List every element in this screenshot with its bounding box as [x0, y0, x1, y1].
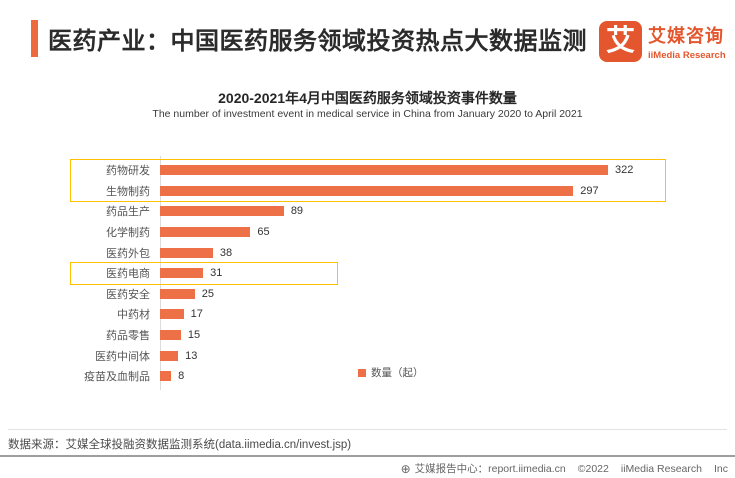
chart-row: 药品零售 15: [10, 325, 725, 346]
chart-row: 医药中间体 13: [10, 345, 725, 366]
credit-copyright: ©2022: [577, 462, 609, 475]
chart-rows: 药物研发 322 生物制药 297 药品生产 89 化学制药 65 医药外包 38 医药电商 31 医药…: [10, 160, 725, 387]
category-label: 生物制药: [106, 185, 150, 198]
bar: [160, 309, 184, 320]
chart-row: 药品生产 89: [10, 201, 725, 222]
chart-subtitle: The number of investment event in medica…: [152, 108, 583, 120]
value-label: 297: [580, 184, 599, 197]
chart-row: 医药安全 25: [10, 284, 725, 305]
category-label: 化学制药: [106, 227, 150, 240]
globe-icon: ⊕: [400, 461, 411, 476]
value-label: 89: [290, 205, 304, 218]
footer-divider-light: [8, 429, 727, 430]
category-label: 医药外包: [106, 247, 150, 260]
footer-divider-dark: [0, 455, 735, 457]
iimedia-logo-icon: 艾: [599, 21, 642, 62]
logo-name-en: iiMedia Research: [648, 50, 726, 61]
value-label: 38: [219, 246, 233, 259]
value-label: 322: [615, 164, 634, 177]
bar: [160, 227, 251, 238]
value-label: 65: [257, 226, 270, 239]
category-label: 疫苗及血制品: [84, 371, 150, 384]
value-label: 31: [210, 267, 223, 280]
chart-row: 中药材 17: [10, 304, 725, 325]
category-label: 药品零售: [106, 330, 150, 343]
legend-swatch: [358, 368, 366, 377]
chart-row: 药物研发 322: [10, 160, 725, 181]
logo-text: 艾媒咨询 iiMedia Research: [648, 22, 726, 61]
data-source-text: 数据来源：艾媒全球投融资数据监测系统(data.iimedia.cn/inves…: [8, 439, 352, 451]
chart-row: 医药电商 31: [10, 263, 725, 284]
chart-row: 化学制药 65: [10, 222, 725, 243]
category-label: 中药材: [117, 309, 150, 322]
bar: [160, 288, 195, 299]
value-label: 8: [178, 370, 185, 383]
value-label: 15: [187, 329, 201, 342]
footer-credit: ⊕ 艾媒报告中心：report.iimedia.cn ©2022 iiMedia…: [401, 461, 728, 476]
bar: [160, 247, 213, 258]
bar: [160, 268, 204, 279]
logo-name-cn: 艾媒咨询: [648, 26, 724, 46]
chart-legend: 数量（起）: [358, 365, 424, 380]
highlight-box: [70, 262, 338, 285]
category-label: 医药中间体: [95, 350, 150, 363]
chart-row: 疫苗及血制品 8: [10, 366, 725, 387]
chart-row: 医药外包 38: [10, 242, 725, 263]
bar: [160, 185, 574, 196]
value-label: 17: [190, 308, 203, 321]
category-label: 药品生产: [106, 206, 150, 219]
credit-suffix: Inc: [713, 462, 728, 475]
value-label: 25: [201, 287, 215, 300]
bar: [160, 330, 181, 341]
chart-row: 生物制药 297: [10, 181, 725, 202]
highlight-box: [70, 159, 666, 203]
credit-company: iiMedia Research: [620, 462, 702, 475]
legend-label: 数量（起）: [371, 367, 424, 379]
category-label: 医药电商: [106, 268, 150, 281]
header-accent-bar: [31, 20, 38, 57]
value-label: 13: [185, 349, 198, 362]
bar: [160, 371, 172, 382]
page-title: 医药产业：中国医药服务领域投资热点大数据监测: [48, 28, 587, 55]
chart-title: 2020-2021年4月中国医药服务领域投资事件数量: [218, 90, 517, 106]
bar: [160, 206, 284, 217]
category-label: 药物研发: [106, 165, 150, 178]
bar: [160, 165, 608, 176]
bar: [160, 350, 179, 361]
iimedia-logo: 艾 艾媒咨询 iiMedia Research: [599, 21, 726, 62]
category-label: 医药安全: [106, 288, 150, 301]
credit-center: 艾媒报告中心：report.iimedia.cn: [414, 463, 566, 475]
bar-chart: 药物研发 322 生物制药 297 药品生产 89 化学制药 65 医药外包 38 医药电商 31 医药…: [10, 156, 725, 390]
